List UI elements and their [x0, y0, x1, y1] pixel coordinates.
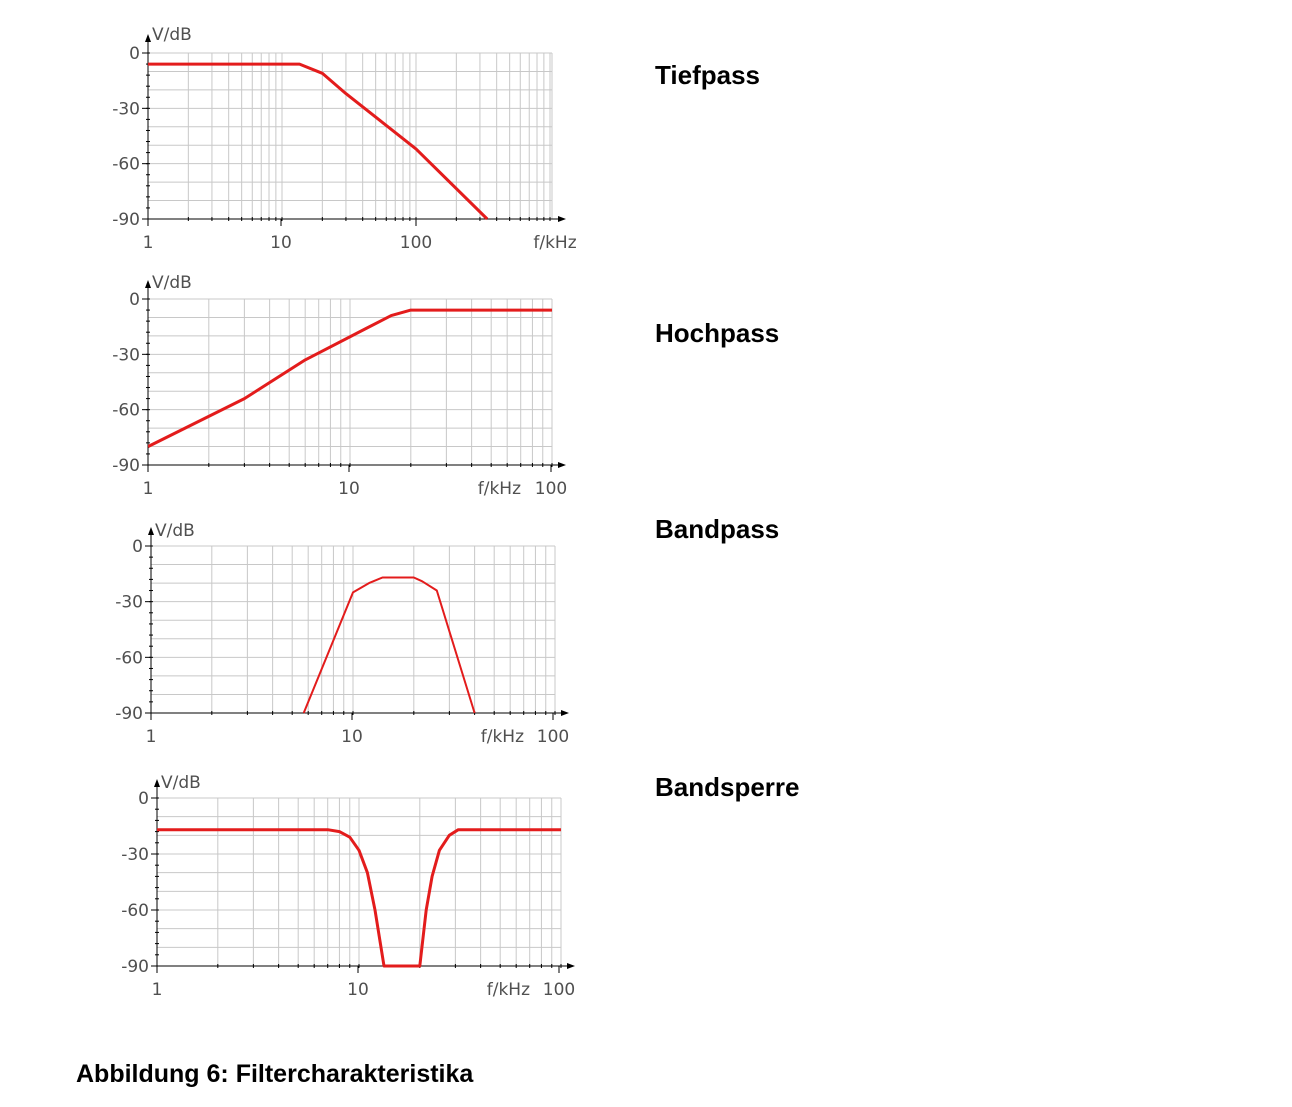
x-tick-label: 100: [400, 233, 432, 253]
x-axis-arrow: [558, 462, 566, 468]
y-tick-label: -30: [115, 593, 143, 613]
x-axis-label: f/kHz: [487, 980, 530, 1000]
y-axis-arrow: [154, 779, 160, 787]
x-tick-label: 1: [146, 727, 157, 747]
x-tick-label: 100: [543, 980, 575, 1000]
y-tick-label: 0: [138, 789, 149, 809]
y-axis-label: V/dB: [152, 25, 192, 45]
figure-caption: Abbildung 6: Filtercharakteristika: [76, 1060, 474, 1088]
x-tick-label: 100: [537, 727, 569, 747]
y-tick-label: -30: [112, 345, 140, 365]
y-axis-arrow: [145, 280, 151, 288]
series-line-bandpass: [302, 576, 476, 714]
y-tick-label: 0: [132, 537, 143, 557]
x-tick-label: 10: [270, 233, 292, 253]
series-line-hochpass: [148, 308, 552, 448]
x-tick-label: 1: [143, 479, 154, 499]
bandpass-title: Bandpass: [655, 514, 780, 544]
x-axis-label: f/kHz: [533, 233, 576, 253]
y-tick-label: -90: [115, 704, 143, 724]
x-tick-label: 10: [347, 980, 369, 1000]
chart-bandpass: 0 -30 -60 -901 10 100 V/dB f/kHz: [115, 521, 569, 747]
y-tick-label: -90: [112, 456, 140, 476]
y-tick-label: -60: [115, 648, 143, 668]
bandsperre-title: Bandsperre: [655, 772, 800, 802]
y-tick-label: -60: [112, 155, 140, 175]
y-tick-label: -90: [121, 957, 149, 977]
hochpass-title: Hochpass: [655, 318, 780, 348]
y-tick-label: 0: [129, 44, 140, 64]
y-tick-label: -30: [121, 845, 149, 865]
x-axis-arrow: [558, 216, 566, 222]
y-axis-arrow: [145, 34, 151, 42]
x-tick-label: 10: [338, 479, 360, 499]
y-axis-label: V/dB: [155, 521, 195, 541]
y-tick-label: 0: [129, 290, 140, 310]
x-tick-label: 1: [152, 980, 163, 1000]
x-axis-label: f/kHz: [478, 479, 521, 499]
series-line-bandsperre: [157, 828, 561, 968]
series-line-tiefpass: [148, 62, 489, 221]
x-axis-label: f/kHz: [481, 727, 524, 747]
x-axis-arrow: [561, 710, 569, 716]
x-axis-arrow: [567, 963, 575, 969]
y-tick-label: -60: [121, 901, 149, 921]
chart-hochpass: 0 -30 -60 -901 10 100 V/dB f/kHz: [112, 273, 567, 499]
y-axis-label: V/dB: [152, 273, 192, 293]
x-tick-label: 10: [341, 727, 363, 747]
x-tick-label: 1: [143, 233, 154, 253]
y-tick-label: -30: [112, 99, 140, 119]
y-axis-label: V/dB: [161, 773, 201, 793]
chart-tiefpass: 0 -30 -60 -901 10 100 V/dB f/kHz: [112, 25, 576, 253]
y-axis-arrow: [148, 527, 154, 535]
chart-bandsperre: 0 -30 -60 -901 10 100 V/dB f/kHz: [121, 773, 575, 1000]
y-tick-label: -90: [112, 210, 140, 230]
tiefpass-title: Tiefpass: [655, 60, 761, 90]
y-tick-label: -60: [112, 401, 140, 421]
x-tick-label: 100: [535, 479, 567, 499]
